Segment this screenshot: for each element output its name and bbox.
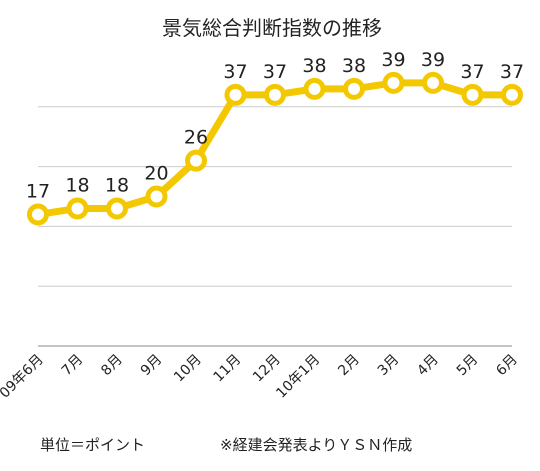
data-label: 39	[421, 49, 445, 71]
data-label: 18	[105, 174, 129, 196]
data-point	[66, 197, 89, 220]
data-point	[501, 83, 523, 106]
data-point	[27, 203, 49, 226]
data-label: 37	[500, 61, 524, 83]
grid	[38, 106, 512, 347]
data-points	[27, 71, 523, 226]
data-point	[422, 71, 444, 94]
data-point	[185, 149, 207, 172]
data-point	[264, 83, 286, 106]
unit-note: 単位＝ポイント	[40, 436, 146, 454]
chart-title: 景気総合判断指数の推移	[162, 16, 382, 40]
data-label: 39	[381, 49, 405, 71]
data-label: 37	[460, 61, 484, 83]
x-tick-label: 10年1月	[273, 352, 323, 402]
data-label: 37	[263, 61, 287, 83]
x-tick-label: 4月	[414, 352, 442, 380]
data-point	[224, 83, 247, 106]
x-tick-label: 5月	[454, 352, 482, 380]
data-point	[343, 77, 365, 100]
data-label: 20	[144, 163, 168, 185]
data-label: 38	[302, 55, 326, 77]
data-label: 37	[223, 61, 247, 83]
x-tick-label: 12月	[250, 352, 284, 386]
x-tick-label: 10月	[171, 352, 205, 386]
x-tick-label: 11月	[211, 352, 245, 386]
data-point	[303, 77, 326, 100]
x-tick-label: 7月	[59, 352, 87, 380]
data-label: 38	[342, 55, 366, 77]
x-tick-label: 2月	[335, 352, 363, 380]
x-tick-label: 6月	[493, 352, 521, 380]
data-point	[106, 197, 128, 220]
source-note: ※経建会発表よりＹＳＮ作成	[220, 436, 413, 454]
data-point	[145, 185, 168, 208]
data-label: 18	[65, 174, 89, 196]
x-tick-label: 3月	[375, 352, 403, 380]
x-tick-label: 09年6月	[0, 352, 47, 402]
x-tick-label: 8月	[98, 352, 126, 380]
data-label: 26	[184, 127, 208, 149]
data-point	[461, 83, 484, 106]
data-point	[382, 71, 405, 94]
data-labels: 17 18 18 20 26 37 37 38 38 39 39 37 37	[26, 49, 524, 203]
data-label: 17	[26, 180, 50, 202]
x-tick-label: 9月	[138, 352, 166, 380]
